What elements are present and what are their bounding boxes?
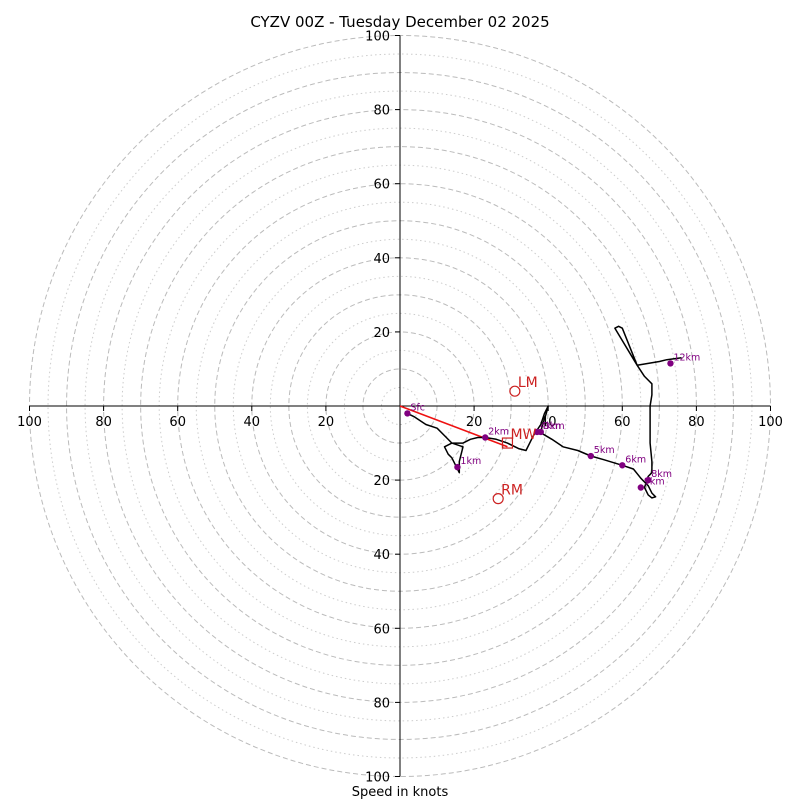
height-label-2km: 2km — [488, 426, 509, 437]
y-tick-label: 80 — [373, 696, 390, 711]
height-label-sfc: Sfc — [410, 402, 425, 413]
y-tick-label: 60 — [373, 622, 390, 637]
height-label-9km: 9km — [644, 477, 665, 488]
height-marker-4km — [533, 428, 541, 436]
height-label-1km: 1km — [460, 456, 481, 467]
height-marker-5km — [587, 452, 595, 460]
height-label-4km: 4km — [540, 421, 561, 432]
mean-wind-line — [399, 405, 508, 448]
y-tick-label: 20 — [373, 326, 390, 341]
axes: 1001008080606040402020202040406060808010… — [17, 30, 783, 786]
x-tick-label: 80 — [95, 415, 112, 430]
y-tick-label: 80 — [373, 104, 390, 119]
x-tick-label: 40 — [244, 415, 261, 430]
y-tick-label: 100 — [365, 771, 390, 786]
height-label-6km: 6km — [625, 454, 646, 465]
y-tick-label: 100 — [365, 30, 390, 45]
x-axis-label: Speed in knots — [352, 785, 449, 800]
chart-title: CYZV 00Z - Tuesday December 02 2025 — [250, 13, 549, 31]
height-label-3km: 3km — [544, 421, 565, 432]
storm-motion-markers: LM MW RM — [492, 375, 538, 505]
x-tick-label: 60 — [169, 415, 186, 430]
storm-label-lm: LM — [518, 375, 538, 391]
height-marker-6km — [619, 462, 626, 469]
x-tick-label: 100 — [758, 415, 783, 430]
x-tick-label: 60 — [614, 415, 631, 430]
height-marker-9km — [637, 484, 645, 491]
height-marker-1km — [454, 463, 461, 471]
x-tick-label: 20 — [466, 415, 483, 430]
storm-label-rm: RM — [501, 483, 523, 499]
height-label-5km: 5km — [594, 445, 615, 456]
y-tick-label: 40 — [373, 548, 390, 563]
x-tick-label: 80 — [688, 415, 705, 430]
height-label-8km: 8km — [651, 469, 672, 480]
x-tick-label: 100 — [17, 415, 42, 430]
storm-marker-rm — [492, 493, 504, 505]
height-marker-sfc — [404, 410, 411, 417]
height-marker-2km — [482, 434, 489, 441]
height-marker-8km — [645, 476, 652, 484]
hodograph-trace — [407, 325, 682, 499]
storm-marker-lm — [509, 385, 521, 397]
y-tick-label: 60 — [373, 178, 390, 193]
y-tick-label: 20 — [373, 474, 390, 489]
hodograph-line — [407, 325, 682, 499]
height-marker-12km — [667, 360, 674, 367]
mean-wind-vector — [399, 405, 508, 448]
y-tick-label: 40 — [373, 252, 390, 267]
storm-marker-mw — [501, 437, 514, 449]
x-tick-label: 20 — [318, 415, 335, 430]
height-label-12km: 12km — [673, 352, 700, 363]
storm-label-mw: MW — [510, 427, 536, 443]
